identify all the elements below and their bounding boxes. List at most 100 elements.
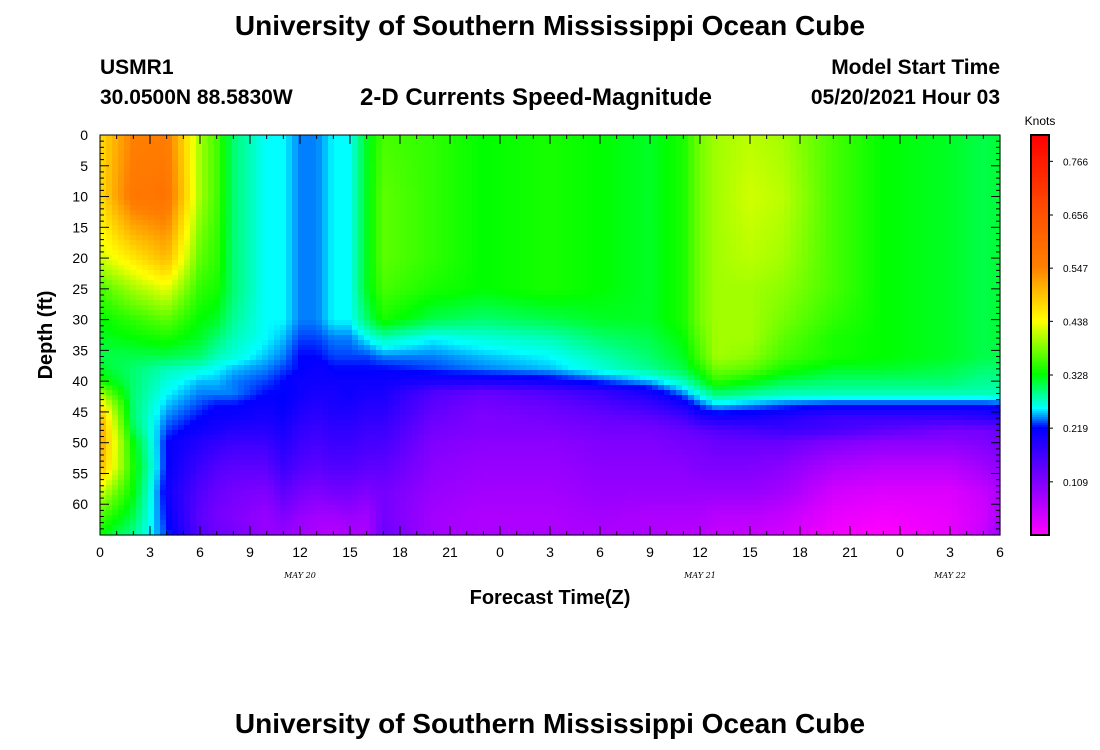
heatmap-cell bbox=[550, 215, 557, 221]
heatmap-cell bbox=[604, 260, 611, 266]
heatmap-cell bbox=[124, 295, 131, 301]
heatmap-cell bbox=[844, 160, 851, 166]
heatmap-cell bbox=[274, 185, 281, 191]
heatmap-cell bbox=[730, 210, 737, 216]
heatmap-cell bbox=[994, 220, 1001, 226]
heatmap-cell bbox=[298, 290, 305, 296]
heatmap-cell bbox=[622, 185, 629, 191]
heatmap-cell bbox=[322, 200, 329, 206]
heatmap-cell bbox=[700, 270, 707, 276]
heatmap-cell bbox=[580, 205, 587, 211]
heatmap-cell bbox=[208, 255, 215, 261]
heatmap-cell bbox=[436, 190, 443, 196]
heatmap-cell bbox=[976, 275, 983, 281]
heatmap-cell bbox=[904, 290, 911, 296]
heatmap-cell bbox=[238, 135, 245, 141]
heatmap-cell bbox=[550, 225, 557, 231]
heatmap-cell bbox=[742, 260, 749, 266]
heatmap-cell bbox=[274, 135, 281, 141]
heatmap-cell bbox=[586, 230, 593, 236]
heatmap-cell bbox=[844, 290, 851, 296]
heatmap-cell bbox=[658, 170, 665, 176]
heatmap-cell bbox=[940, 155, 947, 161]
heatmap-cell bbox=[448, 230, 455, 236]
heatmap-cell bbox=[520, 235, 527, 241]
heatmap-cell bbox=[568, 155, 575, 161]
heatmap-cell bbox=[430, 175, 437, 181]
heatmap-cell bbox=[214, 145, 221, 151]
heatmap-cell bbox=[382, 160, 389, 166]
heatmap-cell bbox=[856, 250, 863, 256]
heatmap-cell bbox=[544, 265, 551, 271]
heatmap-cell bbox=[340, 200, 347, 206]
heatmap-cell bbox=[628, 170, 635, 176]
heatmap-cell bbox=[376, 255, 383, 261]
heatmap-cell bbox=[862, 180, 869, 186]
heatmap-cell bbox=[796, 205, 803, 211]
heatmap-cell bbox=[304, 165, 311, 171]
heatmap-cell bbox=[220, 270, 227, 276]
heatmap-cell bbox=[790, 295, 797, 301]
heatmap-cell bbox=[310, 170, 317, 176]
heatmap-cell bbox=[760, 175, 767, 181]
heatmap-cell bbox=[286, 285, 293, 291]
heatmap-cell bbox=[802, 200, 809, 206]
heatmap-cell bbox=[220, 140, 227, 146]
heatmap-cell bbox=[706, 275, 713, 281]
heatmap-cell bbox=[442, 275, 449, 281]
heatmap-cell bbox=[694, 295, 701, 301]
heatmap-cell bbox=[634, 275, 641, 281]
heatmap-cell bbox=[970, 270, 977, 276]
heatmap-cell bbox=[922, 290, 929, 296]
heatmap-cell bbox=[100, 205, 107, 211]
heatmap-cell bbox=[190, 165, 197, 171]
heatmap-cell bbox=[574, 230, 581, 236]
heatmap-cell bbox=[178, 190, 185, 196]
heatmap-cell bbox=[370, 145, 377, 151]
heatmap-cell bbox=[856, 205, 863, 211]
heatmap-cell bbox=[406, 225, 413, 231]
heatmap-cell bbox=[274, 260, 281, 266]
heatmap-cell bbox=[226, 205, 233, 211]
heatmap-cell bbox=[238, 275, 245, 281]
heatmap-cell bbox=[484, 295, 491, 301]
heatmap-cell bbox=[106, 175, 113, 181]
heatmap-cell bbox=[274, 200, 281, 206]
heatmap-cell bbox=[946, 295, 953, 301]
heatmap-cell bbox=[316, 190, 323, 196]
heatmap-cell bbox=[244, 235, 251, 241]
heatmap-cell bbox=[106, 300, 113, 306]
heatmap-cell bbox=[940, 190, 947, 196]
heatmap-cell bbox=[982, 235, 989, 241]
heatmap-cell bbox=[850, 275, 857, 281]
heatmap-cell bbox=[898, 205, 905, 211]
heatmap-cell bbox=[670, 210, 677, 216]
heatmap-cell bbox=[748, 155, 755, 161]
heatmap-cell bbox=[838, 215, 845, 221]
heatmap-cell bbox=[244, 155, 251, 161]
heatmap-cell bbox=[250, 150, 257, 156]
heatmap-cell bbox=[214, 235, 221, 241]
heatmap-cell bbox=[580, 200, 587, 206]
heatmap-cell bbox=[418, 165, 425, 171]
heatmap-cell bbox=[406, 295, 413, 301]
heatmap-cell bbox=[670, 295, 677, 301]
heatmap-cell bbox=[970, 145, 977, 151]
heatmap-cell bbox=[664, 240, 671, 246]
heatmap-cell bbox=[406, 155, 413, 161]
heatmap-cell bbox=[298, 160, 305, 166]
heatmap-cell bbox=[322, 145, 329, 151]
heatmap-cell bbox=[412, 235, 419, 241]
heatmap-cell bbox=[160, 285, 167, 291]
heatmap-cell bbox=[544, 270, 551, 276]
heatmap-cell bbox=[622, 275, 629, 281]
heatmap-cell bbox=[286, 235, 293, 241]
heatmap-cell bbox=[892, 250, 899, 256]
heatmap-cell bbox=[424, 150, 431, 156]
heatmap-cell bbox=[196, 185, 203, 191]
heatmap-cell bbox=[760, 165, 767, 171]
heatmap-cell bbox=[892, 135, 899, 141]
heatmap-cell bbox=[100, 215, 107, 221]
heatmap-cell bbox=[340, 160, 347, 166]
heatmap-cell bbox=[220, 210, 227, 216]
